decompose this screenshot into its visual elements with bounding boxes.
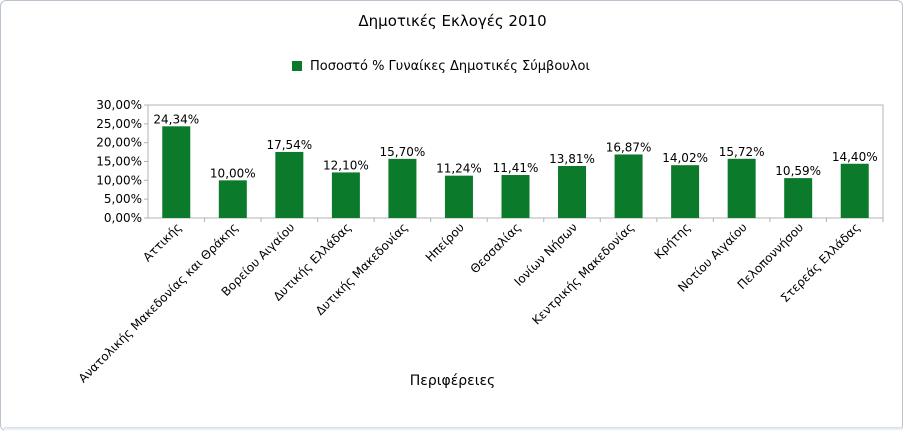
bar — [840, 163, 869, 218]
x-axis-title: Περιφέρειες — [409, 373, 496, 389]
y-tick-label: 0,00% — [104, 211, 142, 225]
data-label: 10,00% — [210, 166, 256, 180]
y-tick-label: 30,00% — [96, 98, 142, 112]
data-label: 12,10% — [323, 158, 369, 172]
category-label: Θεσσαλίας — [468, 220, 524, 276]
bar — [275, 151, 304, 218]
bar — [331, 172, 360, 218]
bar — [784, 178, 813, 218]
data-label: 10,59% — [775, 164, 821, 178]
chart-title: Δημοτικές Εκλογές 2010 — [358, 12, 547, 30]
data-label: 11,41% — [493, 161, 539, 175]
data-label: 24,34% — [153, 112, 199, 126]
category-label: Κεντρικής Μακεδονίας — [529, 220, 636, 327]
data-label: 14,40% — [832, 150, 878, 164]
data-label: 15,70% — [380, 145, 426, 159]
category-label: Αττικής — [140, 220, 184, 264]
bar — [727, 158, 756, 218]
bar — [614, 154, 643, 218]
category-label: Ηπείρου — [423, 220, 467, 264]
category-label: Δυτικής Μακεδονίας — [313, 220, 411, 318]
y-tick-label: 20,00% — [96, 136, 142, 150]
data-label: 14,02% — [662, 151, 708, 165]
bar — [162, 126, 191, 218]
legend: Ποσοστό % Γυναίκες Δημοτικές Σύμβουλοι — [292, 58, 590, 74]
bar — [218, 180, 247, 218]
data-label: 15,72% — [719, 145, 765, 159]
legend-label: Ποσοστό % Γυναίκες Δημοτικές Σύμβουλοι — [310, 58, 590, 74]
data-label: 13,81% — [549, 152, 595, 166]
category-label: Κρήτης — [652, 220, 694, 262]
bar — [558, 165, 587, 218]
bar — [388, 158, 417, 218]
y-tick-label: 15,00% — [96, 155, 142, 169]
y-tick-label: 10,00% — [96, 173, 142, 187]
data-label: 17,54% — [266, 138, 312, 152]
bar — [501, 175, 530, 218]
data-label: 16,87% — [606, 140, 652, 154]
y-tick-label: 5,00% — [104, 192, 142, 206]
bar — [444, 175, 473, 218]
y-tick-label: 25,00% — [96, 117, 142, 131]
frame-shadow — [4, 427, 903, 431]
data-label: 11,24% — [436, 162, 482, 176]
legend-swatch — [292, 61, 302, 71]
bar — [671, 165, 700, 218]
